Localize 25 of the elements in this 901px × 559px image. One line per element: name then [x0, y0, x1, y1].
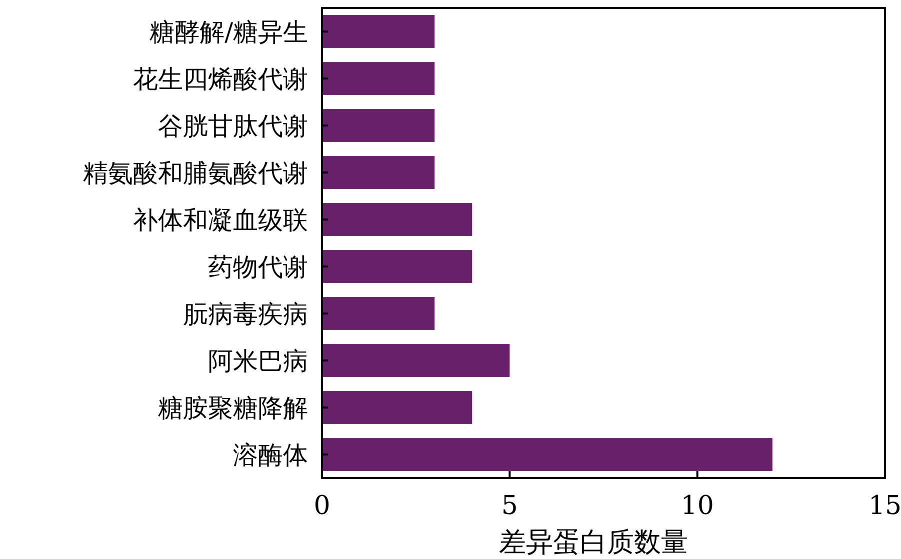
- bar: [322, 344, 510, 377]
- y-tick-label: 谷胱甘肽代谢: [158, 112, 308, 140]
- x-tick-label: 0: [314, 491, 330, 521]
- bar: [322, 203, 472, 236]
- bar: [322, 109, 435, 142]
- x-axis-title: 差异蛋白质数量: [499, 527, 688, 558]
- bar: [322, 297, 435, 330]
- x-tick-label: 10: [680, 491, 714, 521]
- y-tick-label: 阿米巴病: [208, 346, 308, 376]
- bar: [322, 62, 435, 95]
- x-tick-label: 5: [501, 491, 518, 521]
- y-tick-label: 溶酶体: [233, 440, 308, 470]
- y-tick-label: 药物代谢: [208, 252, 308, 282]
- x-tick-label: 15: [868, 491, 901, 521]
- bar: [322, 391, 472, 424]
- y-tick-label: 花生四烯酸代谢: [133, 64, 308, 94]
- y-tick-label: 糖酵解/糖异生: [150, 18, 308, 46]
- bar: [322, 15, 435, 48]
- y-tick-label: 补体和凝血级联: [133, 206, 308, 234]
- y-tick-label: 精氨酸和脯氨酸代谢: [83, 158, 308, 188]
- bar: [322, 156, 435, 189]
- bar: [322, 438, 772, 471]
- y-tick-label: 朊病毒疾病: [183, 300, 308, 328]
- y-tick-label: 糖胺聚糖降解: [158, 394, 308, 422]
- bar: [322, 250, 472, 283]
